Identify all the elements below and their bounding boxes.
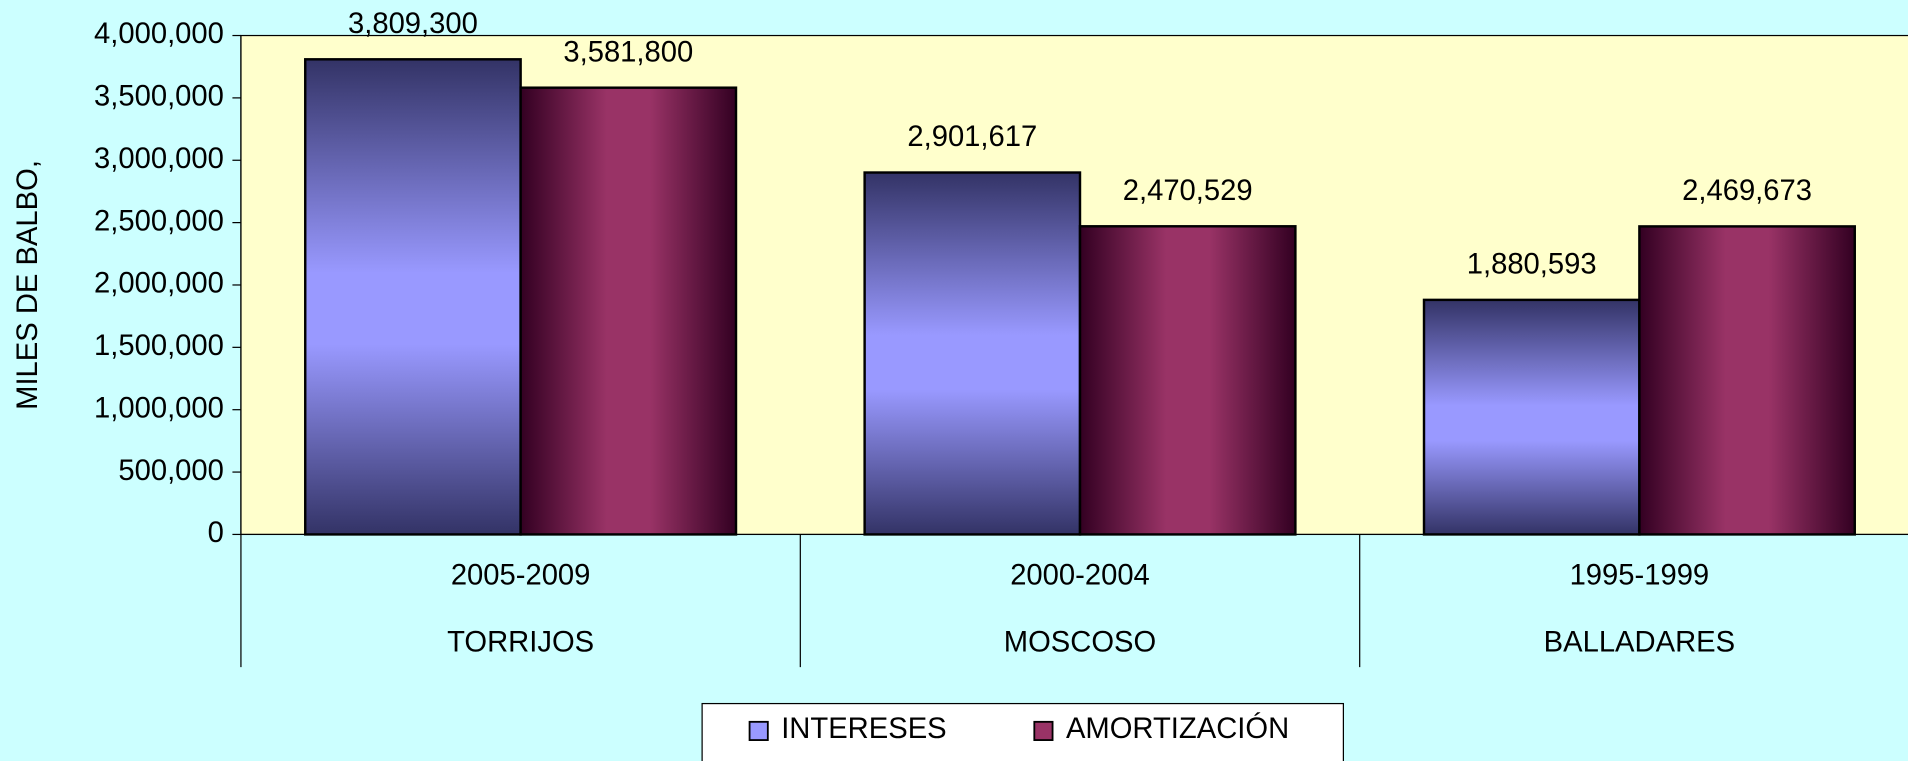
y-tick-label: 500,000 bbox=[118, 455, 224, 487]
bar bbox=[1638, 225, 1856, 536]
x-group-label: MOSCOSO bbox=[1004, 627, 1156, 659]
data-label: 3,581,800 bbox=[563, 36, 693, 68]
x-group-label: TORRIJOS bbox=[447, 627, 594, 659]
data-label: 1,880,593 bbox=[1467, 249, 1597, 281]
x-tick-label: 2000-2004 bbox=[1010, 560, 1150, 592]
data-label: 2,470,529 bbox=[1123, 175, 1253, 207]
legend-label: INTERESES bbox=[781, 713, 946, 745]
y-tick-label: 1,000,000 bbox=[94, 392, 224, 424]
legend-box bbox=[701, 702, 1344, 761]
y-axis-label: MILES DE BALBO, bbox=[12, 160, 44, 410]
x-tick-label: 1995-1999 bbox=[1570, 560, 1710, 592]
legend-swatch bbox=[748, 720, 769, 741]
y-tick-label: 1,500,000 bbox=[94, 330, 224, 362]
bar bbox=[304, 58, 522, 536]
x-group-label: BALLADARES bbox=[1544, 627, 1735, 659]
y-tick-label: 3,000,000 bbox=[94, 143, 224, 175]
bar bbox=[1078, 225, 1297, 536]
bar bbox=[519, 86, 738, 536]
bar bbox=[1422, 298, 1641, 536]
x-tick-label: 2005-2009 bbox=[451, 560, 591, 592]
y-tick-label: 2,500,000 bbox=[94, 205, 224, 237]
data-label: 2,901,617 bbox=[907, 121, 1037, 153]
y-tick-label: 0 bbox=[208, 517, 224, 549]
legend-swatch bbox=[1033, 720, 1054, 741]
data-label: 2,469,673 bbox=[1682, 175, 1812, 207]
data-label: 3,809,300 bbox=[348, 8, 478, 40]
y-tick-label: 4,000,000 bbox=[94, 18, 224, 50]
legend-label: AMORTIZACIÓN bbox=[1066, 712, 1289, 745]
bar bbox=[863, 171, 1082, 536]
y-tick-label: 3,500,000 bbox=[94, 81, 224, 113]
y-tick-label: 2,000,000 bbox=[94, 268, 224, 300]
